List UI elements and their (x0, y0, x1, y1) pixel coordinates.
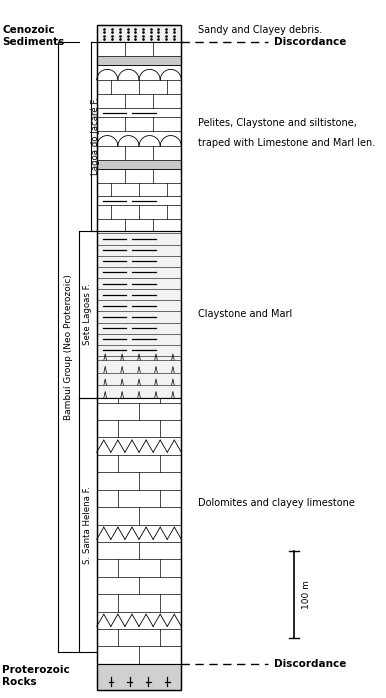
Text: Cenozoic
Sediments: Cenozoic Sediments (2, 25, 64, 47)
Bar (97, 25, 181, 43)
Text: Sandy and Clayey debris.: Sandy and Clayey debris. (198, 25, 322, 36)
Text: Dolomites and clayey limestone: Dolomites and clayey limestone (198, 498, 354, 508)
Bar (97, 43, 181, 230)
Bar (97, 398, 181, 664)
Text: Proterozoic
Rocks: Proterozoic Rocks (2, 665, 70, 687)
Bar (97, 230, 181, 398)
Text: Discordance: Discordance (274, 38, 347, 47)
Text: S. Santa Helena F.: S. Santa Helena F. (83, 486, 92, 564)
Text: traped with Limestone and Marl len.: traped with Limestone and Marl len. (198, 138, 375, 149)
Text: Discordance: Discordance (274, 659, 347, 669)
Text: Bambuí Group (Neo Proterozoic): Bambuí Group (Neo Proterozoic) (64, 274, 73, 420)
Bar (97, 664, 181, 690)
Text: Lagoa do Jacaré F.: Lagoa do Jacaré F. (91, 98, 100, 175)
Text: Sete Lagoas F.: Sete Lagoas F. (83, 283, 92, 345)
Bar (97, 57, 181, 65)
Text: Pelites, Claystone and siltistone,: Pelites, Claystone and siltistone, (198, 117, 357, 128)
Bar (97, 161, 181, 169)
Text: Claystone and Marl: Claystone and Marl (198, 309, 292, 319)
Bar (97, 25, 181, 690)
Text: 100 m: 100 m (302, 580, 311, 609)
